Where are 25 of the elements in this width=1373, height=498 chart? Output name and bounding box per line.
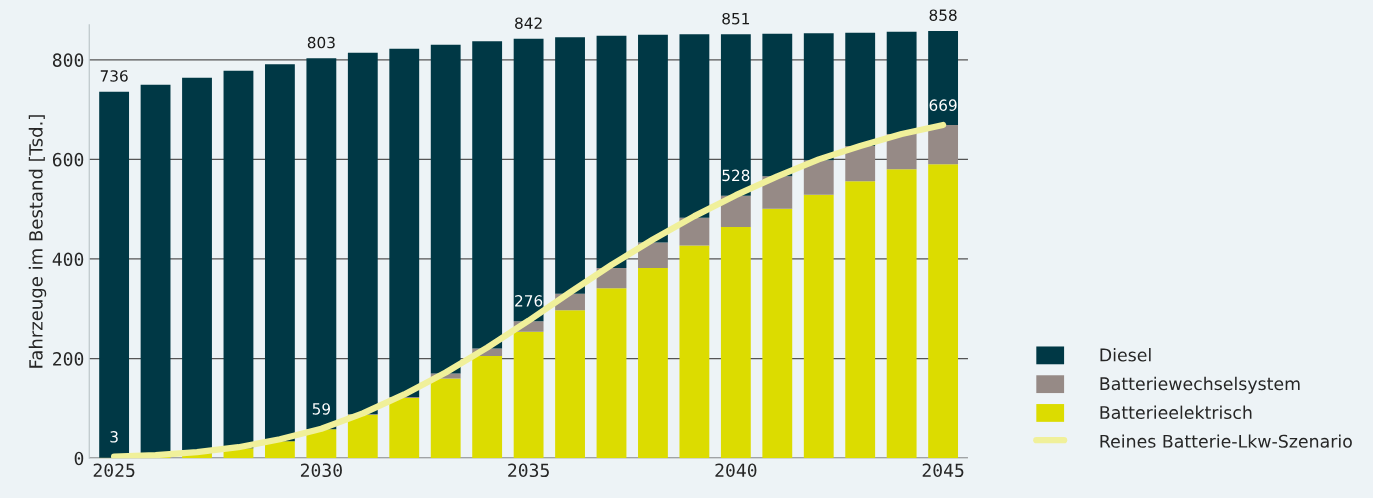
x-tick-label: 2045 <box>922 463 964 478</box>
y-tick-label: 400 <box>52 252 84 267</box>
total-label: 842 <box>515 17 542 29</box>
data-label: 276 <box>515 295 543 307</box>
x-tick-label: 2025 <box>93 463 135 478</box>
y-tick-label: 600 <box>52 152 84 167</box>
total-label: 736 <box>100 70 128 82</box>
legend-label: Reines Batterie-Lkw-Szenario <box>1100 434 1352 448</box>
data-label: 59 <box>312 403 331 415</box>
x-tick-label: 2030 <box>300 463 342 478</box>
data-label: 3 <box>110 431 118 443</box>
total-label: 858 <box>929 9 957 21</box>
total-label: 851 <box>722 12 750 25</box>
y-axis-title: Fahrzeuge im Bestand [Tsd.] <box>28 115 47 368</box>
x-tick-label: 2040 <box>715 463 757 478</box>
total-label: 803 <box>307 36 335 49</box>
data-label: 528 <box>722 169 750 182</box>
legend-label: Batteriewechselsystem <box>1100 376 1300 394</box>
y-tick-label: 0 <box>74 451 84 466</box>
y-tick-label: 800 <box>52 53 84 67</box>
legend-label: Diesel <box>1100 348 1151 362</box>
x-tick-label: 2035 <box>508 463 549 478</box>
legend-label: Batterieelektrisch <box>1100 405 1252 420</box>
data-label: 669 <box>929 99 957 111</box>
y-tick-label: 200 <box>53 352 84 366</box>
